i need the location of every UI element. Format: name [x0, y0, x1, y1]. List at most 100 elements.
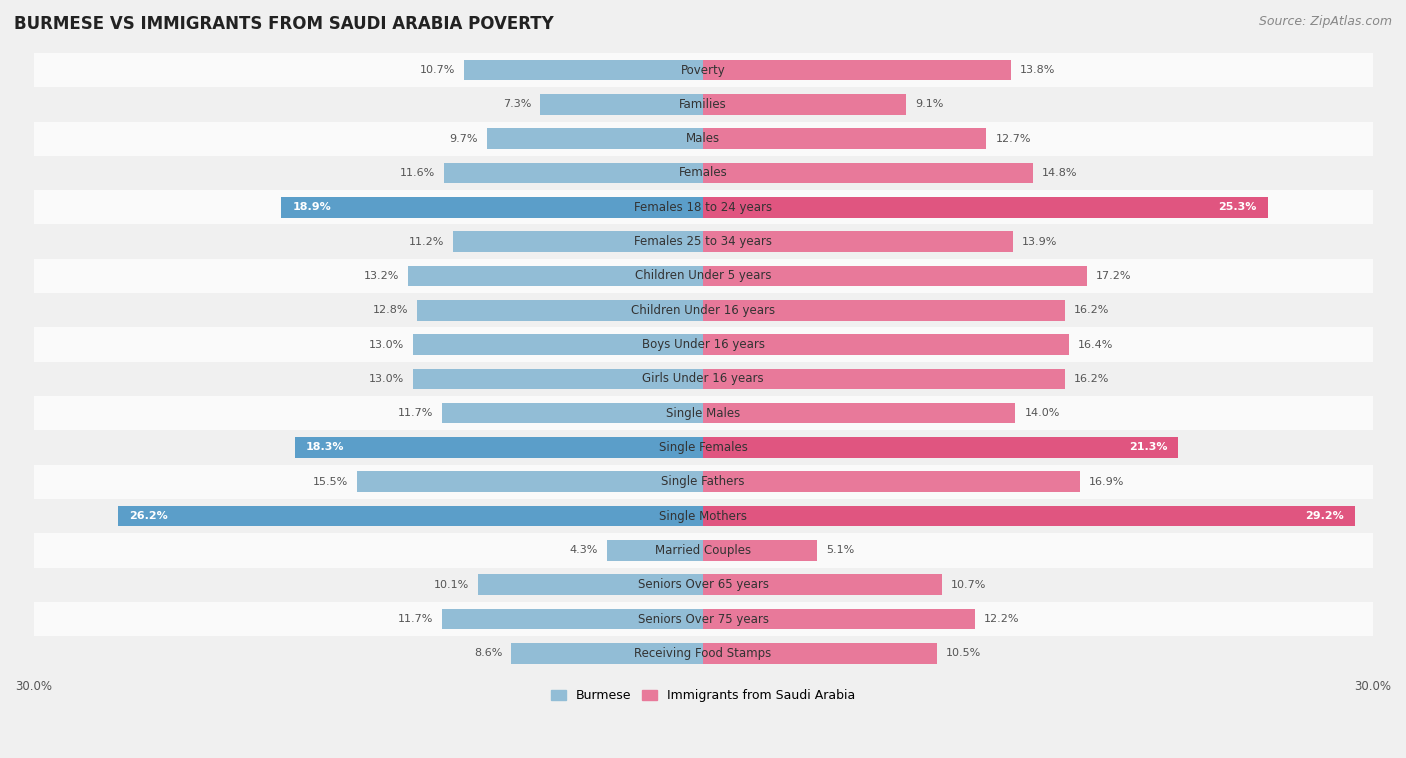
Text: 16.9%: 16.9% — [1090, 477, 1125, 487]
Bar — [703, 128, 987, 149]
Text: 26.2%: 26.2% — [129, 511, 169, 521]
Text: 10.7%: 10.7% — [950, 580, 986, 590]
Text: 11.7%: 11.7% — [398, 408, 433, 418]
Text: 12.8%: 12.8% — [373, 305, 408, 315]
Text: 7.3%: 7.3% — [503, 99, 531, 109]
Text: 10.1%: 10.1% — [433, 580, 468, 590]
Bar — [295, 437, 703, 458]
Bar — [607, 540, 703, 561]
Bar — [703, 506, 1354, 526]
Bar — [703, 471, 1080, 492]
Bar — [540, 94, 703, 114]
Bar — [703, 609, 976, 629]
Bar — [34, 121, 1372, 156]
Bar — [34, 568, 1372, 602]
Bar — [486, 128, 703, 149]
Bar — [703, 60, 1011, 80]
Text: 16.2%: 16.2% — [1073, 374, 1109, 384]
Text: Children Under 16 years: Children Under 16 years — [631, 304, 775, 317]
Text: Females: Females — [679, 167, 727, 180]
Bar — [34, 602, 1372, 636]
Text: 9.7%: 9.7% — [449, 133, 478, 144]
Text: 11.7%: 11.7% — [398, 614, 433, 624]
Bar — [281, 197, 703, 218]
Text: Children Under 5 years: Children Under 5 years — [634, 269, 772, 283]
Bar — [703, 368, 1064, 389]
Bar — [408, 265, 703, 287]
Bar — [703, 334, 1069, 355]
Text: 13.8%: 13.8% — [1019, 65, 1056, 75]
Bar — [703, 437, 1178, 458]
Bar — [34, 465, 1372, 499]
Bar — [703, 540, 817, 561]
Bar — [34, 533, 1372, 568]
Bar — [703, 231, 1014, 252]
Text: Seniors Over 75 years: Seniors Over 75 years — [637, 612, 769, 625]
Bar — [413, 368, 703, 389]
Text: 21.3%: 21.3% — [1129, 443, 1167, 453]
Bar — [413, 334, 703, 355]
Bar — [703, 94, 905, 114]
Bar — [34, 258, 1372, 293]
Bar — [478, 575, 703, 595]
Text: 15.5%: 15.5% — [314, 477, 349, 487]
Bar — [34, 362, 1372, 396]
Text: 11.6%: 11.6% — [399, 168, 436, 178]
Bar — [34, 431, 1372, 465]
Bar — [453, 231, 703, 252]
Text: Receiving Food Stamps: Receiving Food Stamps — [634, 647, 772, 659]
Text: 18.3%: 18.3% — [305, 443, 344, 453]
Bar — [34, 396, 1372, 431]
Text: 5.1%: 5.1% — [825, 546, 853, 556]
Bar — [34, 636, 1372, 671]
Bar — [703, 402, 1015, 424]
Text: Boys Under 16 years: Boys Under 16 years — [641, 338, 765, 351]
Text: 18.9%: 18.9% — [292, 202, 332, 212]
Bar — [34, 156, 1372, 190]
Text: 12.7%: 12.7% — [995, 133, 1031, 144]
Text: 13.9%: 13.9% — [1022, 236, 1057, 246]
Text: Males: Males — [686, 132, 720, 146]
Text: 14.8%: 14.8% — [1042, 168, 1078, 178]
Text: 10.7%: 10.7% — [420, 65, 456, 75]
Legend: Burmese, Immigrants from Saudi Arabia: Burmese, Immigrants from Saudi Arabia — [546, 684, 860, 707]
Text: 8.6%: 8.6% — [474, 648, 502, 659]
Text: 9.1%: 9.1% — [915, 99, 943, 109]
Bar — [357, 471, 703, 492]
Bar — [34, 190, 1372, 224]
Bar — [34, 53, 1372, 87]
Text: Poverty: Poverty — [681, 64, 725, 77]
Bar — [703, 575, 942, 595]
Bar — [34, 499, 1372, 533]
Text: BURMESE VS IMMIGRANTS FROM SAUDI ARABIA POVERTY: BURMESE VS IMMIGRANTS FROM SAUDI ARABIA … — [14, 15, 554, 33]
Text: Females 25 to 34 years: Females 25 to 34 years — [634, 235, 772, 248]
Bar — [34, 224, 1372, 258]
Bar — [703, 197, 1268, 218]
Text: 10.5%: 10.5% — [946, 648, 981, 659]
Bar — [418, 300, 703, 321]
Text: Single Females: Single Females — [658, 441, 748, 454]
Text: Single Fathers: Single Fathers — [661, 475, 745, 488]
Bar — [34, 293, 1372, 327]
Text: 16.4%: 16.4% — [1078, 340, 1114, 349]
Text: Families: Families — [679, 98, 727, 111]
Bar — [441, 609, 703, 629]
Text: 4.3%: 4.3% — [569, 546, 598, 556]
Bar — [703, 163, 1033, 183]
Bar — [703, 300, 1064, 321]
Text: 13.2%: 13.2% — [364, 271, 399, 281]
Text: Married Couples: Married Couples — [655, 544, 751, 557]
Text: Seniors Over 65 years: Seniors Over 65 years — [637, 578, 769, 591]
Bar — [703, 643, 938, 664]
Text: 17.2%: 17.2% — [1095, 271, 1132, 281]
Text: 16.2%: 16.2% — [1073, 305, 1109, 315]
Bar — [34, 87, 1372, 121]
Bar — [510, 643, 703, 664]
Text: 12.2%: 12.2% — [984, 614, 1019, 624]
Bar — [464, 60, 703, 80]
Bar — [444, 163, 703, 183]
Text: 14.0%: 14.0% — [1025, 408, 1060, 418]
Text: 29.2%: 29.2% — [1305, 511, 1344, 521]
Text: Females 18 to 24 years: Females 18 to 24 years — [634, 201, 772, 214]
Text: 13.0%: 13.0% — [368, 374, 404, 384]
